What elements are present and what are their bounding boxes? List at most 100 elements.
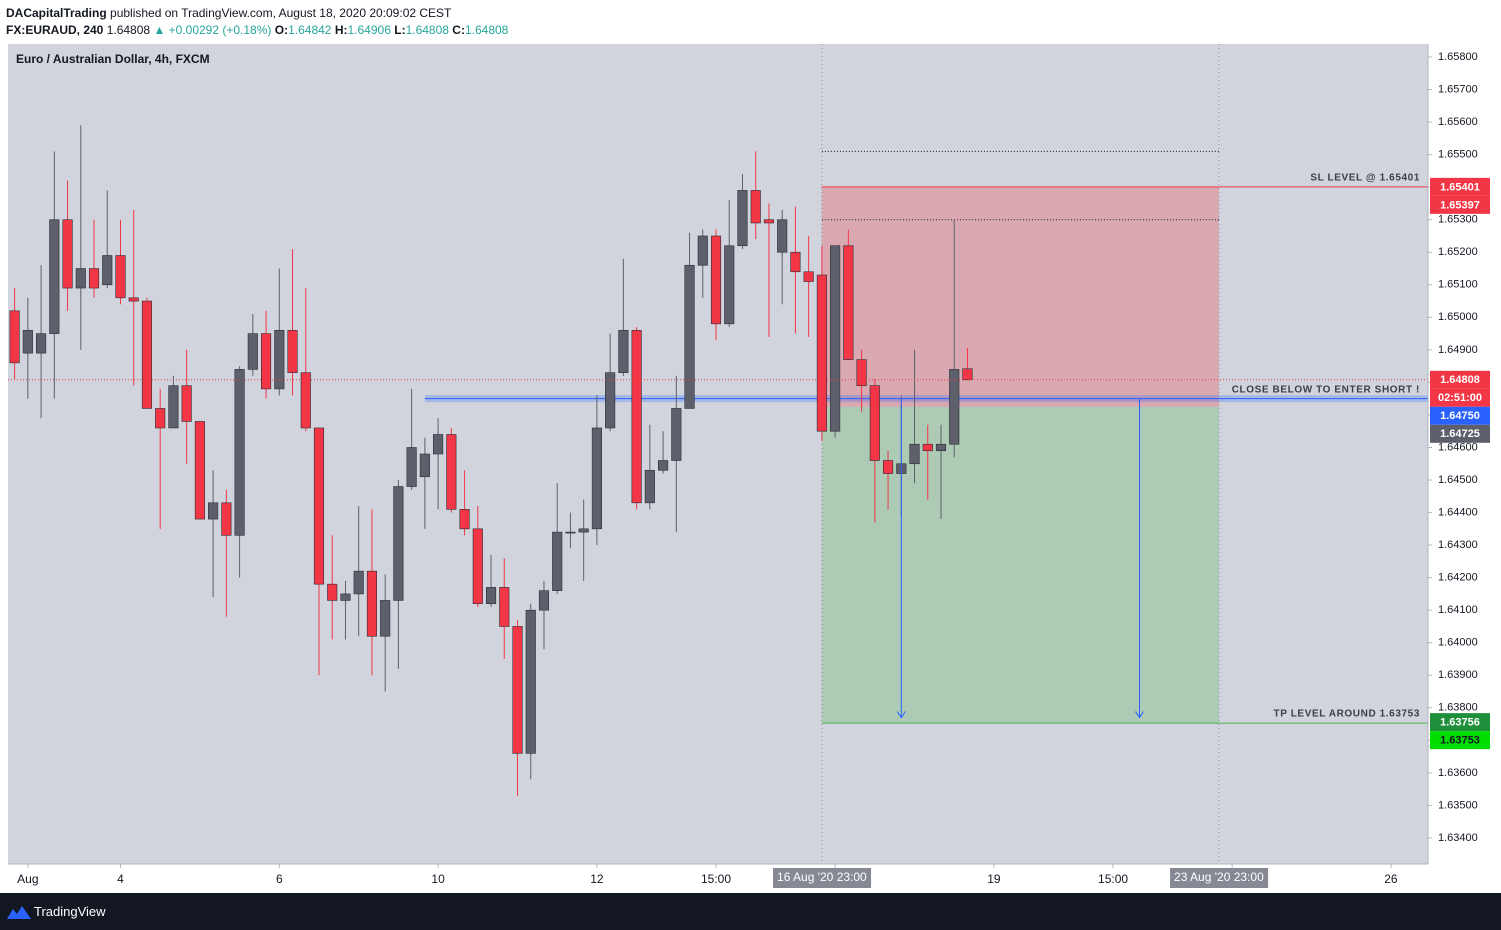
- symbol: FX:EURAUD, 240: [6, 23, 104, 37]
- range-time-label: 23 Aug '20 23:00: [1174, 870, 1264, 884]
- candle-body: [260, 333, 272, 390]
- candle-body: [287, 330, 298, 373]
- candle-body: [671, 408, 682, 461]
- y-tick-label: 1.63600: [1438, 767, 1478, 779]
- arrow-head: [1135, 711, 1144, 719]
- candle-body: [366, 570, 377, 637]
- candle-body: [380, 600, 391, 637]
- level-label: TP LEVEL AROUND 1.63753: [1274, 709, 1420, 720]
- candle-body: [88, 268, 100, 289]
- y-tick-label: 1.64300: [1438, 539, 1478, 551]
- candle-body: [578, 528, 589, 533]
- candle-body: [300, 372, 311, 429]
- candle-body: [777, 219, 788, 253]
- y-tick-label: 1.65000: [1438, 311, 1478, 323]
- y-tick-label: 1.64400: [1438, 506, 1478, 518]
- x-tick-label: Aug: [17, 872, 38, 886]
- y-tick-label: 1.65200: [1438, 246, 1478, 258]
- candle-body: [406, 447, 417, 487]
- chart: SL LEVEL @ 1.65401 CLOSE BELOW TO ENTER S…: [8, 44, 1490, 888]
- candle-body: [591, 427, 602, 530]
- candle-body: [472, 528, 483, 604]
- price-badge-label: 1.63756: [1440, 717, 1480, 729]
- candle-body: [618, 330, 629, 373]
- ohlc-value: 1.64808: [464, 23, 509, 37]
- candle-body: [340, 593, 351, 601]
- price-badge: [1430, 731, 1490, 750]
- level-label: SL LEVEL @ 1.65401: [1310, 172, 1420, 183]
- candle-body: [816, 274, 827, 432]
- candle-body: [9, 310, 20, 364]
- candle-body: [512, 626, 523, 754]
- y-tick-label: 1.65500: [1438, 149, 1478, 161]
- countdown-label: 02:51:00: [1438, 392, 1482, 404]
- price-badge-label: 1.65401: [1440, 181, 1480, 193]
- y-tick-label: 1.63500: [1438, 799, 1478, 811]
- candle-body: [525, 609, 536, 754]
- candle-body: [49, 219, 60, 334]
- x-tick-label: 15:00: [701, 872, 731, 886]
- countdown-badge: [1430, 388, 1490, 407]
- candle-body: [710, 235, 722, 325]
- logo: [7, 906, 31, 919]
- x-tick-label: 6: [276, 872, 283, 886]
- candle-body: [538, 590, 550, 611]
- candle-body: [552, 531, 563, 591]
- price-badge: [1430, 406, 1490, 425]
- candle-body: [433, 434, 444, 455]
- candle-body: [446, 434, 457, 510]
- candle-body: [327, 583, 338, 601]
- candle-body: [115, 255, 126, 299]
- logo-shape: [7, 906, 31, 919]
- candle-body: [658, 460, 669, 471]
- last-price: 1.64808: [106, 23, 151, 37]
- candle-body: [247, 333, 258, 370]
- publish-line: DACapitalTrading published on TradingVie…: [6, 6, 451, 20]
- price-badge: [1430, 177, 1490, 196]
- y-tick-label: 1.64600: [1438, 441, 1478, 453]
- symbol-line: FX:EURAUD, 240 1.64808 ▲ +0.00292 (+0.18…: [6, 23, 508, 37]
- chart-title: Euro / Australian Dollar, 4h, FXCM: [16, 52, 210, 66]
- y-tick-label: 1.63800: [1438, 702, 1478, 714]
- candle-body: [353, 570, 364, 595]
- y-tick-label: 1.65600: [1438, 116, 1478, 128]
- plot-background: [8, 44, 1428, 864]
- y-tick-label: 1.64100: [1438, 604, 1478, 616]
- author: DACapitalTrading: [6, 6, 107, 20]
- x-tick-label: 10: [431, 872, 445, 886]
- y-tick-label: 1.65100: [1438, 279, 1478, 291]
- candle-body: [168, 385, 179, 429]
- candle-body: [830, 245, 841, 432]
- price-badge: [1430, 195, 1490, 214]
- arrow-head: [896, 711, 906, 719]
- candle-body: [393, 486, 404, 601]
- plot: SL LEVEL @ 1.65401 CLOSE BELOW TO ENTER S…: [8, 125, 1428, 796]
- candle-body: [697, 235, 708, 266]
- y-tick-label: 1.64000: [1438, 637, 1478, 649]
- price-badge-label: 1.64725: [1440, 428, 1480, 440]
- price-badge: [1430, 713, 1490, 732]
- y-tick-label: 1.64900: [1438, 344, 1478, 356]
- candle-body: [750, 190, 761, 224]
- candle-body: [909, 443, 920, 465]
- candle-body: [36, 333, 47, 354]
- price-badge: [1430, 424, 1490, 443]
- candle-body: [141, 300, 153, 409]
- candle-body: [869, 385, 880, 461]
- candle-body: [419, 453, 430, 478]
- x-tick-label: 15:00: [1098, 872, 1128, 886]
- ohlc-key: O:: [274, 23, 289, 37]
- price-badge-label: 1.65397: [1440, 199, 1480, 211]
- candle-body: [234, 369, 245, 536]
- y-tick-label: 1.63400: [1438, 832, 1478, 844]
- y-tick-label: 1.64500: [1438, 474, 1478, 486]
- candle-body: [128, 297, 139, 302]
- candle-body: [75, 268, 86, 289]
- header: DACapitalTrading published on TradingVie…: [0, 0, 1501, 42]
- candle-body: [949, 369, 960, 445]
- published: published on TradingView.com, August 18,…: [110, 6, 452, 20]
- y-tick-label: 1.65800: [1438, 51, 1478, 63]
- y-tick-label: 1.65300: [1438, 214, 1478, 226]
- price-badge: [1430, 370, 1490, 389]
- candle-body: [221, 502, 232, 536]
